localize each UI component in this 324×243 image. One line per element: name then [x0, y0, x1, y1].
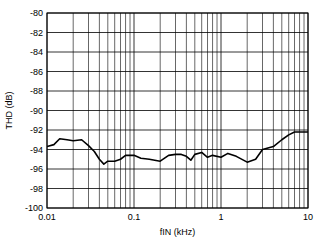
y-tick-label: -94: [30, 145, 43, 155]
plot-frame: [47, 13, 308, 208]
y-tick-label: -84: [30, 47, 43, 57]
y-tick-label: -92: [30, 125, 43, 135]
y-tick-label: -88: [30, 86, 43, 96]
y-grid-line: [47, 71, 308, 72]
x-tick-label: 10: [303, 212, 313, 222]
y-tick-label: -86: [30, 67, 43, 77]
y-grid-line: [47, 130, 308, 131]
grid: [47, 13, 308, 208]
y-tick-label: -80: [30, 8, 43, 18]
y-grid-line: [47, 52, 308, 53]
chart: -100-98-96-94-92-90-88-86-84-82-800.010.…: [0, 0, 324, 243]
y-tick-label: -98: [30, 184, 43, 194]
thd-line: [47, 132, 308, 164]
series: [47, 132, 308, 164]
y-grid-line: [47, 149, 308, 150]
y-axis-label: THD (dB): [4, 91, 14, 129]
y-tick-label: -82: [30, 28, 43, 38]
y-grid-line: [47, 91, 308, 92]
y-grid-line: [47, 32, 308, 33]
x-tick-label: 1: [218, 212, 223, 222]
x-tick-label: 0.1: [128, 212, 141, 222]
tick-labels: -100-98-96-94-92-90-88-86-84-82-800.010.…: [25, 8, 313, 222]
y-grid-line: [47, 110, 308, 111]
y-grid-line: [47, 169, 308, 170]
x-tick-label: 0.01: [38, 212, 56, 222]
y-grid-line: [47, 188, 308, 189]
y-tick-label: -96: [30, 164, 43, 174]
x-axis-label: fIN (kHz): [160, 227, 196, 237]
y-tick-label: -90: [30, 106, 43, 116]
